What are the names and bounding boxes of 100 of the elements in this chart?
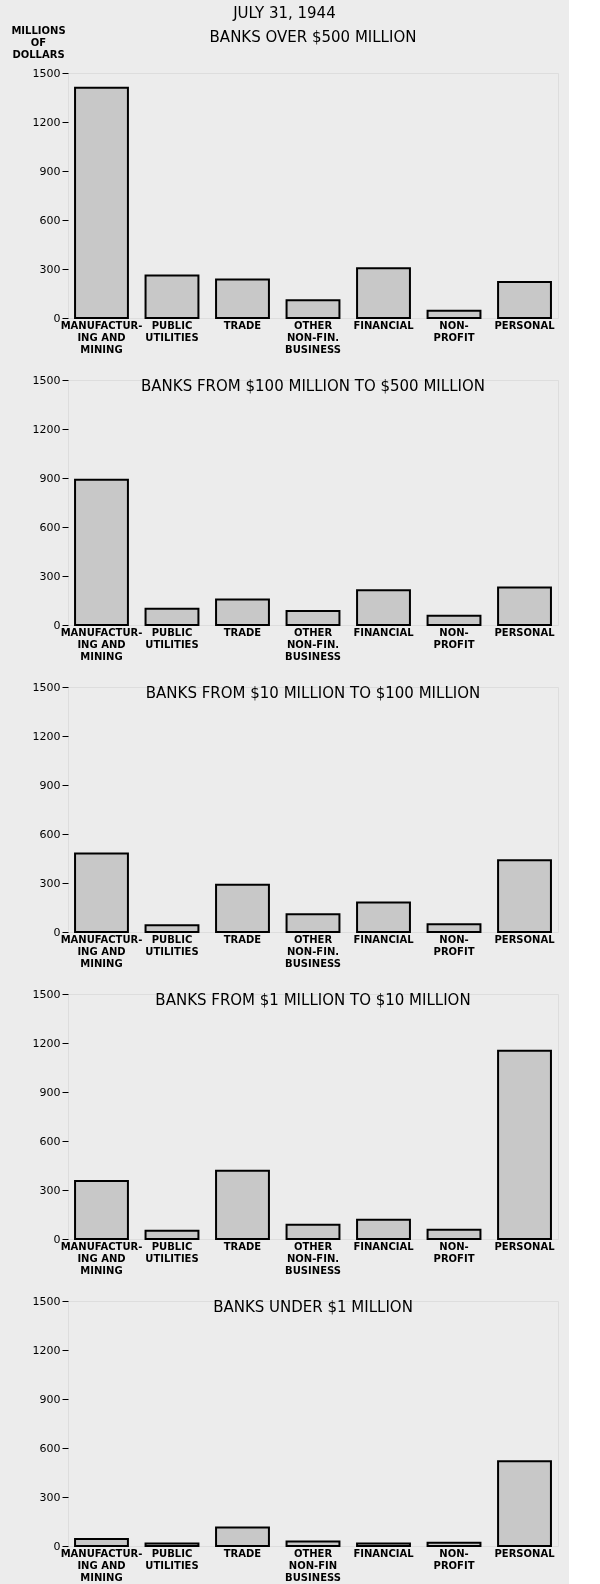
bar [497,586,552,626]
x-tick-label: MANUFACTUR- ING AND MINING [60,319,143,355]
x-tick-label: TRADE [223,1547,262,1559]
y-tick-label: 600 [39,1441,61,1455]
x-tick-label: TRADE [223,933,262,945]
bar [497,1460,552,1547]
x-tick-label: NON- PROFIT [433,319,475,343]
bar [497,1049,552,1240]
chart-title: BANKS OVER $500 MILLION [209,28,417,46]
bar [285,299,341,319]
x-tick-label: PUBLIC UTILITIES [145,626,199,650]
y-tick-label: 1200 [32,1343,61,1357]
y-tick-label: 1200 [32,729,61,743]
y-tick-label: 1200 [32,115,61,129]
bar [426,1541,482,1547]
y-tick-label: 300 [39,262,61,276]
y-tick-label: 0 [53,1539,61,1553]
y-axis-title: MILLIONS OF DOLLARS [11,24,66,60]
y-tick-label: 1200 [32,1036,61,1050]
bar [215,278,270,319]
y-tick-label: 300 [39,876,61,890]
y-tick-label: 1200 [32,422,61,436]
x-tick-label: OTHER NON-FIN. BUSINESS [285,626,341,662]
y-tick-label: 900 [39,1392,61,1406]
x-tick-label: PERSONAL [494,933,556,945]
x-tick-label: MANUFACTUR- ING AND MINING [60,933,143,969]
bar [285,609,341,626]
x-tick-label: PERSONAL [494,1547,556,1559]
bar [74,86,129,319]
y-tick-label: 1500 [32,373,61,387]
y-tick-label: 600 [39,213,61,227]
bar [356,1542,411,1547]
x-tick-label: MANUFACTUR- ING AND MINING [60,626,143,662]
y-tick-label: 900 [39,164,61,178]
bar [74,852,129,933]
x-tick-label: MANUFACTUR- ING AND MINING [60,1240,143,1276]
bar [356,901,411,933]
x-tick-label: FINANCIAL [353,1547,415,1559]
bar [215,883,270,933]
x-tick-label: NON- PROFIT [433,1547,475,1571]
chart-title: BANKS FROM $10 MILLION TO $100 MILLION [145,684,481,702]
bar [144,924,200,933]
bar [144,607,200,626]
x-tick-label: FINANCIAL [353,1240,415,1252]
x-tick-label: PERSONAL [494,626,556,638]
chart-title: BANKS FROM $100 MILLION TO $500 MILLION [141,377,485,395]
x-tick-label: TRADE [223,319,262,331]
bar [426,309,482,319]
x-tick-label: PUBLIC UTILITIES [145,1240,199,1264]
bar [285,1223,341,1240]
x-tick-label: FINANCIAL [353,319,415,331]
text: JULY 31, 1944 [232,3,336,22]
y-tick-label: 0 [53,1232,61,1246]
bar [356,589,411,626]
bar [426,614,482,626]
x-tick-label: OTHER NON-FIN. BUSINESS [285,933,341,969]
x-tick-label: PERSONAL [494,1240,556,1252]
bar [285,1540,341,1547]
x-tick-label: PUBLIC UTILITIES [145,933,199,957]
y-tick-label: 1500 [32,1294,61,1308]
y-tick-label: 1500 [32,987,61,1001]
bar [356,267,411,319]
bar [426,923,482,933]
x-tick-label: MANUFACTUR- ING AND MINING [60,1547,143,1583]
x-tick-label: OTHER NON-FIN. BUSINESS [285,1240,341,1276]
x-tick-label: OTHER NON-FIN. BUSINESS [285,319,341,355]
bar [144,1542,200,1547]
bar [74,1537,129,1547]
y-tick-label: 1500 [32,66,61,80]
y-tick-label: 900 [39,1085,61,1099]
bar [356,1218,411,1240]
y-tick-label: 300 [39,1183,61,1197]
y-tick-label: 600 [39,520,61,534]
x-tick-label: TRADE [223,626,262,638]
y-tick-label: 0 [53,925,61,939]
bar [74,1180,129,1240]
x-tick-label: FINANCIAL [353,626,415,638]
y-tick-label: 300 [39,569,61,583]
bar [426,1228,482,1240]
y-tick-label: 600 [39,1134,61,1148]
bar [285,913,341,933]
x-tick-label: OTHER NON-FIN BUSINESS [285,1547,341,1583]
y-tick-label: 900 [39,778,61,792]
x-tick-label: PUBLIC UTILITIES [145,1547,199,1571]
y-tick-label: 600 [39,827,61,841]
bar [144,1229,200,1240]
x-tick-label: TRADE [223,1240,262,1252]
x-tick-label: PUBLIC UTILITIES [145,319,199,343]
bar [215,1526,270,1547]
x-tick-label: NON- PROFIT [433,933,475,957]
y-tick-label: 900 [39,471,61,485]
x-tick-label: NON- PROFIT [433,1240,475,1264]
y-tick-label: 0 [53,618,61,632]
x-tick-label: FINANCIAL [353,933,415,945]
bar [215,598,270,626]
y-tick-label: 0 [53,311,61,325]
x-tick-label: PERSONAL [494,319,556,331]
x-tick-label: NON- PROFIT [433,626,475,650]
chart-title: BANKS UNDER $1 MILLION [213,1298,413,1316]
bar [497,859,552,933]
